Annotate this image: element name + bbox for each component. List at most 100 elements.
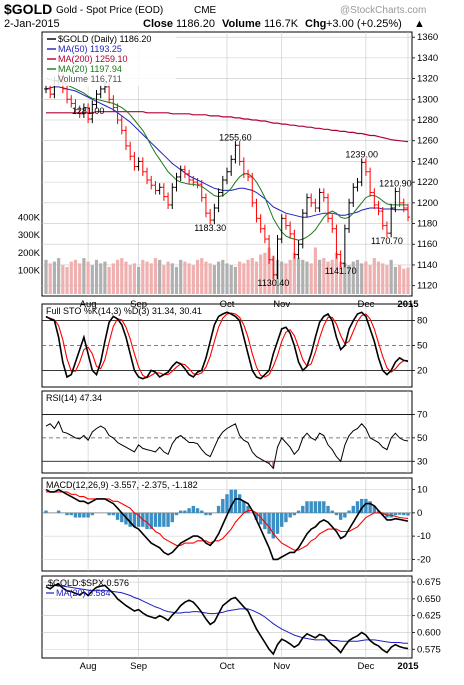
macd-histogram-bar — [372, 505, 377, 513]
watermark: @StockCharts.com — [340, 5, 426, 16]
volume-bar — [120, 258, 124, 294]
macd-axis-label: -10 — [417, 531, 431, 542]
macd-histogram-bar — [351, 505, 355, 513]
macd-histogram-bar — [242, 501, 246, 513]
volume-bar — [162, 265, 166, 294]
volume-bar — [153, 258, 158, 294]
volume-bar — [402, 268, 406, 294]
macd-histogram-bar — [275, 512, 280, 534]
price-annotation: 1281.00 — [72, 106, 105, 116]
ratio-axis-label: 0.575 — [417, 644, 441, 655]
volume-bar — [141, 259, 145, 294]
close-label: Close — [143, 18, 173, 30]
volume-bar — [364, 261, 368, 294]
macd-axis-label: 10 — [417, 485, 428, 496]
stochastic-title: Full STO %K(14,3) %D(3) 31.34, 30.41 — [46, 306, 202, 316]
macd-histogram-bar — [280, 512, 284, 527]
volume-bar — [334, 252, 339, 294]
volume-bar — [347, 265, 351, 294]
ma20-line — [45, 78, 409, 241]
volume-bar — [212, 265, 216, 294]
volume-bar — [385, 265, 389, 294]
macd-histogram-bar — [296, 510, 301, 513]
volume-bar — [187, 263, 191, 294]
x-axis-label: Aug — [80, 299, 97, 310]
macd-histogram-bar — [246, 505, 250, 513]
price-axis-label: 1300 — [417, 94, 438, 105]
rsi-axis-label: 30 — [417, 456, 428, 467]
macd-histogram-bar — [233, 489, 238, 513]
volume-bar — [195, 259, 200, 294]
volume-bar — [309, 263, 313, 294]
volume-bar — [174, 266, 179, 294]
volume-bar — [208, 263, 212, 294]
volume-bar — [280, 261, 284, 294]
volume-bar — [216, 261, 221, 294]
stochastic-axis-label: 80 — [417, 316, 428, 327]
macd-histogram-bar — [402, 512, 406, 516]
macd-histogram-bar — [195, 508, 200, 513]
macd-histogram-bar — [347, 510, 351, 513]
volume-bar — [204, 261, 208, 294]
price-axis-label: 1200 — [417, 198, 438, 209]
price-axis-label: 1280 — [417, 115, 438, 126]
volume-bar — [254, 261, 259, 294]
price-annotation: 1255.60 — [219, 132, 252, 142]
macd-histogram-bar — [225, 494, 229, 513]
volume-bar — [393, 266, 397, 294]
volume-bar — [145, 261, 149, 294]
macd-histogram-bar — [65, 512, 69, 516]
stochastic-axis-label: 20 — [417, 365, 428, 376]
volume-bar — [52, 261, 57, 294]
volume-legend-entry: Volume 116,711 — [58, 74, 122, 84]
ratio-axis-label: 0.600 — [417, 627, 441, 638]
price-axis-label: 1260 — [417, 136, 438, 147]
x-axis-label: Dec — [357, 661, 374, 672]
macd-histogram-bar — [284, 512, 288, 523]
macd-histogram-bar — [364, 498, 368, 513]
macd-histogram-bar — [263, 512, 267, 530]
volume-bar — [313, 247, 317, 294]
macd-histogram-bar — [115, 512, 120, 520]
volume-bar — [86, 261, 90, 294]
macd-histogram-bar — [56, 510, 61, 513]
volume-bar — [48, 263, 52, 294]
date: 2-Jan-2015 — [4, 18, 60, 30]
volume-bar — [381, 263, 385, 294]
volume-axis-label: 200K — [18, 248, 41, 259]
volume-bar — [330, 259, 334, 294]
volume-bar — [372, 258, 376, 294]
macd-axis-label: 0 — [417, 508, 422, 519]
x-axis-label: Nov — [273, 661, 290, 672]
price-legend-entry: MA(50) 1193.25 — [58, 44, 122, 54]
macd-histogram-bar — [237, 494, 242, 513]
macd-histogram-bar — [124, 512, 128, 525]
macd-histogram-bar — [216, 505, 221, 513]
volume-bar — [301, 259, 305, 294]
volume-bar — [149, 263, 153, 294]
macd-histogram-bar — [120, 512, 124, 523]
ratio-axis-label: 0.650 — [417, 594, 441, 605]
volume-bar — [263, 252, 267, 294]
price-annotation: 1210.90 — [379, 179, 412, 189]
volume-bar — [284, 263, 288, 294]
macd-histogram-bar — [229, 489, 233, 513]
macd-histogram-bar — [191, 505, 196, 513]
macd-histogram-bar — [305, 501, 309, 513]
price-axis-label: 1340 — [417, 53, 438, 64]
volume-bar — [183, 261, 187, 294]
volume-bar — [179, 259, 183, 294]
volume-bar — [124, 261, 128, 294]
volume-bar — [111, 263, 115, 294]
macd-histogram-bar — [301, 505, 305, 513]
macd-histogram-bar — [128, 512, 132, 527]
macd-histogram-bar — [82, 512, 86, 518]
macd-histogram-bar — [288, 512, 292, 518]
volume-bar — [292, 252, 296, 294]
price-annotation: 1239.00 — [345, 149, 378, 159]
volume-bar — [288, 259, 292, 294]
close-value: 1186.20 — [176, 18, 215, 30]
x-axis-label: Nov — [273, 299, 290, 310]
volume-bar — [339, 261, 343, 294]
macd-histogram-bar — [254, 512, 259, 520]
